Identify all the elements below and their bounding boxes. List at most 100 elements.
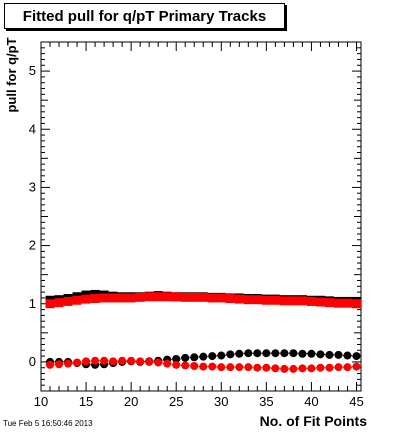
- data-point: [306, 296, 316, 306]
- data-point: [180, 292, 190, 302]
- data-point: [217, 351, 226, 360]
- data-point: [334, 363, 343, 372]
- data-point: [172, 355, 181, 364]
- data-point: [171, 292, 181, 302]
- data-point: [261, 295, 271, 305]
- series-3: [45, 292, 361, 309]
- y-tick-label: 0: [29, 354, 36, 369]
- data-point: [189, 292, 199, 302]
- data-point: [262, 349, 271, 358]
- data-point: [352, 352, 361, 361]
- y-axis-label: pull for q/pT: [4, 37, 19, 113]
- data-point: [163, 359, 172, 368]
- data-point: [190, 361, 199, 370]
- data-point: [343, 351, 352, 360]
- data-point: [90, 294, 100, 304]
- data-point: [234, 294, 244, 304]
- data-point: [198, 292, 208, 302]
- data-point: [46, 360, 55, 369]
- series-1: [45, 356, 361, 373]
- y-tick-label: 2: [29, 238, 36, 253]
- data-point: [55, 360, 64, 369]
- data-point: [298, 364, 307, 373]
- data-point: [63, 296, 73, 306]
- data-point: [307, 349, 316, 358]
- data-point: [172, 360, 181, 369]
- data-point: [154, 358, 163, 367]
- data-point: [280, 349, 289, 358]
- data-point: [334, 350, 343, 359]
- data-point: [54, 298, 64, 308]
- data-point: [208, 362, 217, 371]
- timestamp: Tue Feb 5 16:50:46 2013: [3, 419, 93, 428]
- data-point: [288, 296, 298, 306]
- data-point: [271, 364, 280, 373]
- data-point: [307, 364, 316, 373]
- data-point: [82, 357, 91, 366]
- data-point: [279, 296, 289, 306]
- y-tick-label: 1: [29, 296, 36, 311]
- x-tick-label: 20: [124, 394, 138, 409]
- data-point: [181, 353, 190, 362]
- data-point: [207, 293, 217, 303]
- data-point: [333, 298, 343, 308]
- data-point: [271, 349, 280, 358]
- data-point: [226, 350, 235, 359]
- y-tick-label: 4: [29, 121, 36, 136]
- data-point: [99, 293, 109, 303]
- data-point: [136, 357, 145, 366]
- data-point: [162, 292, 172, 302]
- data-point: [109, 357, 118, 366]
- plot-frame: [40, 41, 362, 392]
- data-point: [64, 359, 73, 368]
- data-point: [235, 363, 244, 372]
- x-tick-label: 45: [349, 394, 363, 409]
- data-point: [235, 349, 244, 358]
- data-point: [91, 356, 100, 365]
- data-point: [199, 352, 208, 361]
- data-point: [73, 358, 82, 367]
- x-tick-label: 10: [34, 394, 48, 409]
- data-point: [315, 297, 325, 307]
- data-point: [144, 292, 154, 302]
- data-point: [297, 296, 307, 306]
- data-point: [190, 353, 199, 362]
- data-point: [351, 299, 361, 309]
- data-point: [118, 356, 127, 365]
- data-point: [217, 363, 226, 372]
- data-point: [72, 295, 82, 305]
- data-point: [262, 363, 271, 372]
- y-tick-label: 3: [29, 179, 36, 194]
- data-point: [343, 363, 352, 372]
- x-tick-label: 30: [214, 394, 228, 409]
- data-marks: [45, 289, 361, 373]
- data-point: [108, 293, 118, 303]
- data-point: [252, 295, 262, 305]
- x-tick-label: 35: [259, 394, 273, 409]
- data-point: [117, 293, 127, 303]
- data-point: [45, 299, 55, 309]
- data-point: [325, 363, 334, 372]
- data-point: [280, 364, 289, 373]
- data-point: [100, 356, 109, 365]
- data-point: [244, 349, 253, 358]
- x-tick-label: 25: [169, 394, 183, 409]
- x-tick-label: 15: [79, 394, 93, 409]
- data-point: [135, 292, 145, 302]
- data-point: [342, 298, 352, 308]
- data-point: [145, 357, 154, 366]
- data-point: [253, 363, 262, 372]
- data-point: [352, 362, 361, 371]
- data-point: [181, 361, 190, 370]
- data-point: [225, 294, 235, 304]
- data-point: [208, 352, 217, 361]
- data-point: [325, 350, 334, 359]
- chart-title: Fitted pull for q/pT Primary Tracks: [4, 3, 285, 29]
- data-point: [316, 350, 325, 359]
- x-axis-label: No. of Fit Points: [259, 413, 367, 429]
- data-point: [324, 298, 334, 308]
- data-point: [244, 363, 253, 372]
- y-tick-label: 5: [29, 63, 36, 78]
